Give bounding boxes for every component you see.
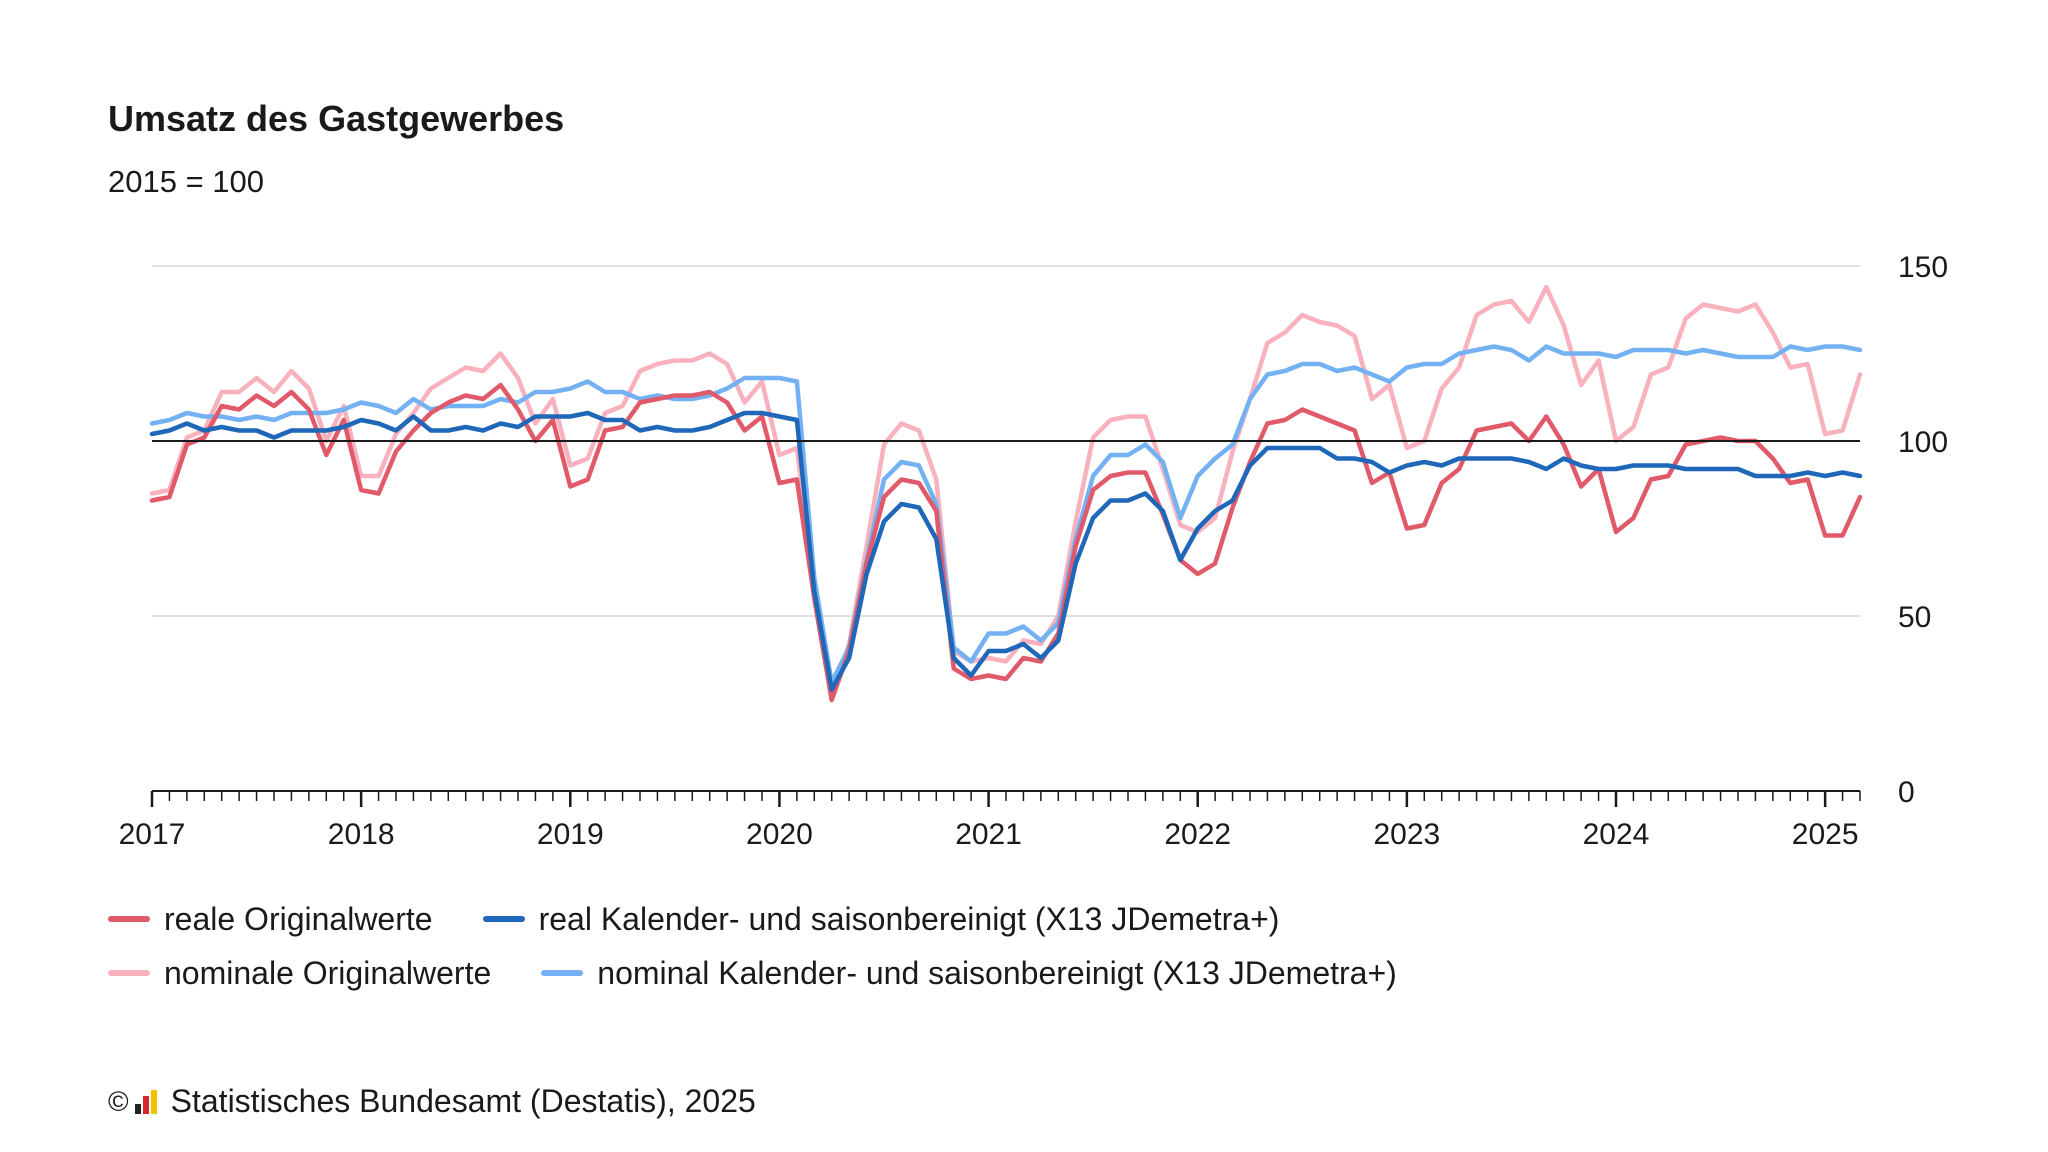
copyright-symbol: © [108, 1085, 129, 1117]
series-line-3 [149, 284, 1863, 699]
legend-swatch [482, 916, 525, 922]
series-line-4 [149, 344, 1863, 685]
legend-swatch [541, 970, 584, 976]
legend-label: real Kalender- und saisonbereinigt (X13 … [538, 900, 1280, 937]
chart-subtitle: 2015 = 100 [108, 164, 265, 199]
source-text: Statistisches Bundesamt (Destatis), 2025 [170, 1083, 756, 1119]
x-tick-label: 2025 [1792, 818, 1859, 851]
x-tick-label: 2024 [1583, 818, 1650, 851]
x-tick-label: 2019 [537, 818, 604, 851]
series-line-2 [149, 410, 1863, 692]
legend-item-real-adjusted: real Kalender- und saisonbereinigt (X13 … [482, 900, 1280, 938]
legend-swatch [108, 916, 150, 922]
destatis-logo-icon [134, 1089, 159, 1114]
x-tick-label: 2022 [1164, 818, 1231, 851]
legend-item-real-original: reale Originalwerte [108, 901, 433, 938]
x-tick-label: 2021 [955, 818, 1022, 851]
source-note: © Statistisches Bundesamt (Destatis), 20… [108, 1083, 756, 1120]
legend-item-nominal-original: nominale Originalwerte [108, 955, 491, 992]
series-line-1 [149, 382, 1863, 703]
legend-label: nominal Kalender- und saisonbereinigt (X… [597, 954, 1397, 991]
x-tick-label: 2023 [1373, 818, 1440, 851]
y-tick-label: 0 [1898, 776, 1915, 809]
x-tick-label: 2020 [746, 818, 813, 851]
x-tick-label: 2018 [328, 818, 395, 851]
chart-legend: reale Originalwerte real Kalender- und s… [108, 892, 1447, 1000]
legend-swatch [108, 970, 150, 976]
y-tick-label: 100 [1898, 426, 1948, 459]
chart-title: Umsatz des Gastgewerbes [108, 98, 565, 139]
y-tick-label: 150 [1898, 251, 1948, 284]
legend-item-nominal-adjusted: nominal Kalender- und saisonbereinigt (X… [541, 955, 1397, 992]
legend-label: nominale Originalwerte [164, 954, 492, 991]
y-tick-label: 50 [1898, 601, 1931, 634]
x-tick-label: 2017 [119, 818, 186, 851]
legend-label: reale Originalwerte [164, 900, 433, 937]
